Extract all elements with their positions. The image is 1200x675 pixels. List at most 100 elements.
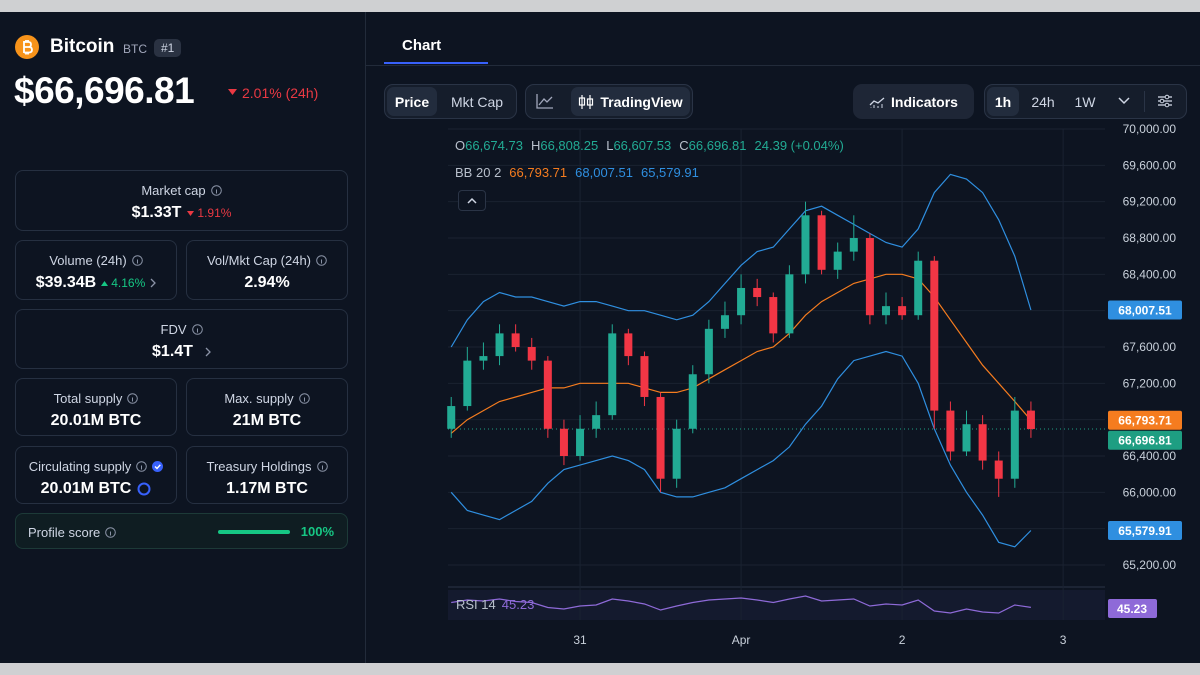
stat-label: Market cap (141, 182, 206, 198)
app (0, 12, 1200, 663)
candle-body (608, 333, 617, 416)
max-supply-card: Max. supply 21M BTC (186, 378, 348, 436)
score-bar (218, 530, 290, 534)
y-tick-label: 68,800.00 (1123, 231, 1177, 245)
info-icon[interactable] (210, 184, 222, 196)
legend-value: 45.23 (501, 597, 535, 612)
range-dropdown[interactable] (1118, 97, 1130, 105)
x-tick-label: 2 (899, 633, 906, 647)
volume-card[interactable]: Volume (24h) $39.34B 4.16% (15, 240, 177, 300)
button-label: TradingView (600, 93, 683, 110)
candle-body (720, 315, 729, 329)
legend-value: 66,607.53 (613, 138, 672, 153)
y-tick-label: 68,400.00 (1123, 267, 1177, 281)
verified-icon (152, 460, 164, 472)
stat-label: Treasury Holdings (206, 458, 312, 474)
candle-body (527, 347, 536, 361)
candle-body (737, 287, 746, 316)
profile-score-card[interactable]: Profile score 100% (15, 513, 348, 549)
vol-mkt-cap-card: Vol/Mkt Cap (24h) 2.94% (186, 240, 348, 300)
candle-body (447, 406, 456, 429)
y-tick-label: 66,000.00 (1123, 485, 1177, 499)
indicators-icon (869, 97, 885, 108)
candle-body (656, 396, 665, 479)
info-icon[interactable] (127, 392, 139, 404)
rsi-pane (448, 590, 1105, 620)
info-icon[interactable] (105, 526, 117, 538)
treasury-holdings-card[interactable]: Treasury Holdings 1.17M BTC (186, 446, 348, 504)
info-icon[interactable] (316, 254, 327, 266)
bb-lower (450, 350, 1032, 548)
candle-body (624, 333, 633, 357)
indicators-button[interactable]: Indicators (853, 84, 974, 119)
y-tick-label: 69,600.00 (1123, 158, 1177, 172)
y-tick-label: 66,400.00 (1123, 449, 1177, 463)
line-chart-button[interactable] (536, 93, 554, 109)
info-icon[interactable] (136, 460, 148, 472)
candle-body (640, 356, 649, 397)
collapse-legend[interactable] (458, 190, 486, 211)
price-tag (1108, 521, 1182, 541)
candle-body (1010, 410, 1019, 479)
candle-body (785, 274, 794, 334)
candle-body (849, 238, 858, 252)
info-icon[interactable] (131, 254, 143, 266)
mkt-cap-button[interactable]: Mkt Cap (450, 93, 504, 110)
tab-underline (384, 62, 488, 64)
fdv-card[interactable]: FDV $1.4T (15, 309, 348, 369)
y-tick-label: 70,000.00 (1123, 122, 1177, 136)
legend-value: 66,808.25 (540, 138, 599, 153)
rsi-legend: RSI 14 45.23 (456, 597, 534, 612)
candle-body (672, 428, 681, 479)
price-tag-label: 68,007.51 (1118, 303, 1172, 317)
candle-body (592, 415, 601, 429)
stat-value: 20.01M BTC (50, 412, 142, 429)
stat-value: 2.94% (244, 274, 290, 291)
stat-value: 1.17M BTC (226, 480, 308, 497)
legend-key: BB (455, 165, 473, 180)
range-button[interactable]: 1W (1074, 93, 1096, 110)
candle-body (833, 251, 842, 270)
coin-price: $66,696.81 (14, 70, 195, 111)
legend-key: O (455, 138, 466, 153)
price-button[interactable]: Price (387, 87, 437, 116)
tab[interactable]: Chart (402, 37, 442, 54)
stat-label: Vol/Mkt Cap (24h) (206, 252, 312, 268)
candle-body (1026, 410, 1035, 430)
chevron-right (205, 347, 211, 357)
candle-body (914, 260, 923, 316)
candle-body (898, 306, 907, 316)
ohlc-legend: O66,674.73 H66,808.25 L66,607.53 C66,696.81… (455, 138, 844, 153)
stat-value: 20.01M BTC (40, 480, 132, 497)
legend-key: L (606, 138, 614, 153)
candle-icon (579, 94, 594, 109)
price-tag (1108, 430, 1182, 450)
legend-param: 14 (481, 597, 496, 612)
candle-body (994, 460, 1003, 479)
candle-body (865, 238, 874, 316)
coin-name: Bitcoin (50, 36, 115, 57)
info-icon[interactable] (191, 323, 203, 335)
stat-value: $1.33T (131, 204, 182, 221)
total-supply-card: Total supply 20.01M BTC (15, 378, 177, 436)
range-button[interactable]: 1h (987, 87, 1019, 116)
stat-value: 21M BTC (232, 412, 302, 429)
candle-body (688, 374, 697, 429)
separator (1144, 91, 1145, 112)
stat-label: FDV (160, 321, 187, 337)
legend-value: 68,007.51 (575, 165, 633, 180)
price-change: 2.01% (24h) (242, 85, 319, 101)
candle-body (495, 333, 504, 357)
candle-body (978, 424, 987, 461)
stat-label: Volume (24h) (49, 252, 127, 268)
settings-button[interactable] (1157, 94, 1173, 108)
candle-body (559, 428, 568, 457)
range-button[interactable]: 24h (1031, 93, 1055, 110)
stat-value: $39.34B (35, 274, 97, 291)
y-tick-label: 69,200.00 (1123, 195, 1177, 209)
info-icon[interactable] (298, 392, 310, 404)
info-icon[interactable] (316, 460, 328, 472)
tradingview-button[interactable]: TradingView (571, 87, 690, 116)
price-tag-label: 66,793.71 (1118, 414, 1172, 428)
